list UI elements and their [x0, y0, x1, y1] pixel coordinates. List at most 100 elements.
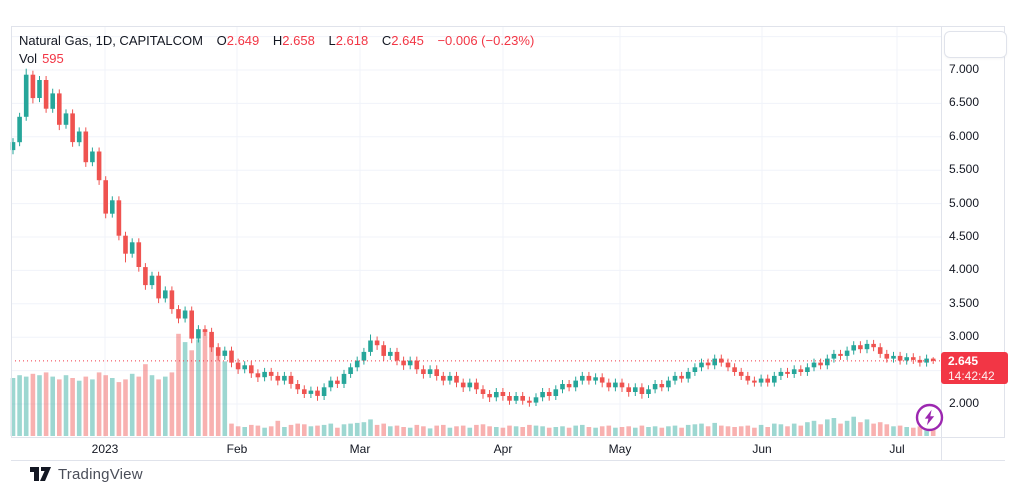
- candle-body: [904, 357, 909, 361]
- ohlc-close: C2.645: [381, 33, 424, 48]
- volume-bar: [149, 375, 155, 436]
- candle-body: [765, 378, 770, 383]
- volume-bar: [427, 428, 433, 436]
- candle-body: [103, 180, 108, 214]
- volume-bar: [143, 364, 148, 436]
- volume-bar: [745, 425, 751, 436]
- volume-bar: [566, 427, 572, 436]
- candle-body: [235, 362, 241, 370]
- candle-body: [222, 350, 228, 356]
- volume-bar: [712, 422, 717, 436]
- candle-body: [838, 353, 843, 356]
- candle-body: [143, 267, 148, 286]
- tradingview-logo-icon: [30, 467, 51, 481]
- volume-bar: [646, 427, 651, 436]
- candlestick-chart[interactable]: [0, 0, 1012, 462]
- volume-bar: [103, 375, 108, 436]
- candle-body: [394, 351, 400, 361]
- volume-bar: [758, 424, 764, 436]
- volume-bar: [169, 372, 175, 436]
- symbol-title[interactable]: Natural Gas, 1D, CAPITALCOM: [19, 33, 203, 48]
- volume-bar: [414, 424, 420, 436]
- candle-body: [76, 131, 82, 143]
- candle-body: [427, 369, 433, 374]
- volume-bar: [10, 378, 16, 436]
- candle-body: [30, 74, 36, 99]
- candle-body: [580, 375, 585, 381]
- candle-body: [864, 343, 870, 350]
- price-tick-label: 5.000: [949, 196, 980, 210]
- volume-bar: [911, 427, 916, 436]
- candle-body: [361, 351, 367, 361]
- volume-bar: [96, 372, 102, 436]
- volume-bar: [586, 427, 592, 436]
- volume-bar: [388, 426, 393, 436]
- price-tick-label: 5.500: [949, 162, 980, 176]
- candle-body: [494, 392, 499, 398]
- candle-body: [129, 242, 135, 254]
- candle-body: [83, 131, 89, 163]
- last-price-value: 2.645: [948, 354, 979, 368]
- time-tick-label: Mar: [349, 442, 371, 456]
- volume-bar: [467, 427, 473, 436]
- candle-body: [732, 367, 737, 372]
- volume-bar: [407, 427, 413, 436]
- tradingview-attribution[interactable]: TradingView: [30, 466, 143, 483]
- candle-body: [613, 382, 618, 388]
- candle-body: [778, 371, 784, 376]
- price-tick-label: 2.000: [949, 396, 980, 410]
- volume-bar: [732, 427, 737, 436]
- candle-body: [546, 392, 552, 396]
- candle-body: [924, 358, 929, 363]
- volume-bar: [626, 426, 631, 436]
- time-scale[interactable]: 2023 Feb Mar Apr May Jun Jul: [11, 437, 1005, 461]
- candle-body: [599, 377, 605, 383]
- price-tick-label: 6.500: [949, 95, 980, 109]
- candle-body: [884, 353, 890, 359]
- volume-bar: [196, 339, 201, 436]
- volume-bar: [328, 423, 334, 436]
- volume-bar: [692, 424, 698, 436]
- volume-bar: [924, 427, 929, 436]
- volume-bar: [163, 376, 168, 436]
- volume-bar: [877, 422, 883, 436]
- volume-bar: [546, 427, 552, 436]
- candle-body: [242, 365, 247, 370]
- bar-countdown: 14:42:42: [948, 369, 995, 383]
- volume-bar: [533, 425, 539, 436]
- candle-body: [268, 371, 274, 376]
- volume-bar: [844, 420, 850, 436]
- volume-bar: [527, 424, 532, 436]
- price-tick-label: 3.500: [949, 296, 980, 310]
- volume-bar: [540, 426, 545, 436]
- candle-body: [672, 375, 678, 381]
- volume-bar: [50, 376, 55, 436]
- brand-name: TradingView: [58, 466, 143, 483]
- volume-bar: [480, 424, 486, 436]
- volume-bar: [70, 378, 75, 436]
- volume-bar: [685, 424, 691, 436]
- volume-bar: [500, 427, 506, 436]
- candle-body: [619, 382, 625, 388]
- candle-body: [23, 74, 29, 117]
- boost-lightning-icon[interactable]: [915, 403, 944, 432]
- candle-body: [811, 362, 817, 368]
- candle-body: [156, 275, 161, 299]
- candle-body: [209, 331, 214, 348]
- candle-body: [633, 387, 638, 392]
- volume-bar: [90, 379, 95, 436]
- volume-bar: [553, 427, 559, 436]
- candle-body: [540, 392, 545, 398]
- volume-bar: [354, 422, 360, 436]
- volume-bar: [235, 426, 241, 436]
- candle-body: [560, 384, 565, 390]
- candle-body: [341, 373, 347, 384]
- candle-body: [441, 375, 446, 381]
- volume-bar: [83, 376, 89, 436]
- candle-body: [407, 360, 413, 366]
- volume-bar: [798, 425, 804, 436]
- candle-body: [229, 350, 234, 363]
- candle-body: [182, 310, 188, 319]
- candle-body: [752, 380, 757, 383]
- price-scale-hover-box[interactable]: [944, 31, 1007, 58]
